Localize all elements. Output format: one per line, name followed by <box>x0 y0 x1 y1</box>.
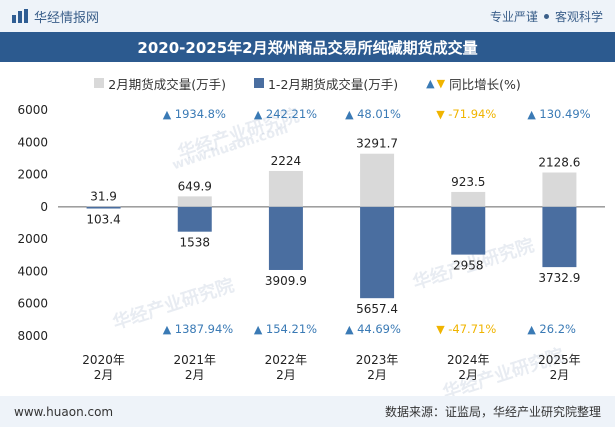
data-label-cumulative: 3909.9 <box>265 274 307 288</box>
x-tick-label: 2022年 <box>265 353 308 367</box>
growth-cumulative-label: 26.2% <box>539 322 576 336</box>
data-label-monthly: 649.9 <box>178 179 212 193</box>
growth-triangle-icon: ▲ ▼ <box>426 76 446 90</box>
x-tick-label: 2020年 <box>82 353 125 367</box>
chart-title: 2020-2025年2月郑州商品交易所纯碱期货成交量 <box>0 32 615 62</box>
legend-label-cumulative: 1-2月期货成交量(万手) <box>267 76 399 92</box>
growth-cumulative-label: 154.21% <box>266 322 317 336</box>
bar-cumulative <box>86 206 121 209</box>
y-tick-label: 2000 <box>17 232 48 246</box>
bar-monthly <box>360 153 395 207</box>
bar-cumulative <box>360 206 395 299</box>
growth-cumulative-arrow-icon: ▲ <box>527 323 536 336</box>
x-tick-label: 2月 <box>185 368 205 382</box>
growth-cumulative-arrow-icon: ▲ <box>163 323 172 336</box>
data-label-cumulative: 3732.9 <box>538 271 580 285</box>
x-tick-label: 2月 <box>458 368 478 382</box>
bar-monthly <box>86 206 121 207</box>
growth-label: 1934.8% <box>175 107 226 121</box>
growth-cumulative-label: -47.71% <box>448 322 496 336</box>
tagline-left: 专业严谨 <box>489 9 538 24</box>
x-tick-label: 2月 <box>550 368 570 382</box>
y-tick-label: 4000 <box>17 135 48 149</box>
x-tick-label: 2024年 <box>447 353 490 367</box>
growth-cumulative-arrow-icon: ▼ <box>436 323 445 336</box>
brand-logo-icon <box>12 9 28 23</box>
bar-monthly <box>268 170 303 207</box>
x-tick-label: 2月 <box>276 368 296 382</box>
growth-arrow-icon: ▲ <box>345 108 354 121</box>
x-tick-label: 2月 <box>367 368 387 382</box>
data-label-cumulative: 1538 <box>179 236 210 250</box>
bar-monthly <box>177 196 212 207</box>
growth-cumulative-label: 1387.94% <box>175 322 234 336</box>
y-tick-label: 8000 <box>17 329 48 343</box>
chart-canvas: 6000 4000 2000 0 2000 4000 6000 8000 31.9 103.4 20… <box>17 103 605 382</box>
data-label-monthly: 2128.6 <box>538 155 580 169</box>
growth-label: 48.01% <box>357 107 401 121</box>
bar-monthly <box>451 191 486 207</box>
data-label-monthly: 2224 <box>271 154 302 168</box>
legend-swatch-cumulative <box>253 78 264 88</box>
bar-cumulative <box>451 206 486 255</box>
dot-icon <box>543 13 549 19</box>
brand[interactable]: 华经情报网 <box>12 7 99 26</box>
bar-monthly <box>542 172 577 207</box>
legend-item-cumulative: 1-2月期货成交量(万手) <box>253 72 399 94</box>
y-tick-label: 6000 <box>17 103 48 117</box>
legend: 2月期货成交量(万手) 1-2月期货成交量(万手) ▲ ▼ 同比增长(%) <box>0 72 615 94</box>
bar-cumulative <box>268 206 303 270</box>
x-tick-label: 2月 <box>94 368 114 382</box>
data-label-cumulative: 5657.4 <box>356 302 398 316</box>
growth-label: 242.21% <box>266 107 317 121</box>
growth-arrow-icon: ▲ <box>527 108 536 121</box>
legend-swatch-monthly <box>94 78 105 88</box>
header-bar: 华经情报网 专业严谨 客观科学 <box>0 0 615 32</box>
x-tick-label: 2023年 <box>356 353 399 367</box>
data-label-cumulative: 2958 <box>453 259 484 273</box>
data-label-monthly: 3291.7 <box>356 137 398 151</box>
tagline-right: 客观科学 <box>554 9 603 24</box>
growth-cumulative-arrow-icon: ▲ <box>254 323 263 336</box>
growth-arrow-icon: ▼ <box>436 108 445 121</box>
data-label-cumulative: 103.4 <box>86 213 120 227</box>
bar-cumulative <box>177 206 212 232</box>
growth-arrow-icon: ▲ <box>163 108 172 121</box>
growth-cumulative-label: 44.69% <box>357 322 401 336</box>
x-tick-label: 2025年 <box>538 353 581 367</box>
y-tick-label: 4000 <box>17 264 48 278</box>
legend-label-growth: 同比增长(%) <box>449 76 521 92</box>
legend-item-growth: ▲ ▼ 同比增长(%) <box>426 72 521 94</box>
growth-arrow-icon: ▲ <box>254 108 263 121</box>
footer-website[interactable]: www.huaon.com <box>14 404 114 419</box>
data-label-monthly: 31.9 <box>90 189 117 203</box>
y-tick-label: 6000 <box>17 297 48 311</box>
y-tick-label: 2000 <box>17 168 48 182</box>
growth-label: 130.49% <box>539 107 590 121</box>
tagline: 专业严谨 客观科学 <box>490 8 603 25</box>
growth-cumulative-arrow-icon: ▲ <box>345 323 354 336</box>
legend-label-monthly: 2月期货成交量(万手) <box>108 76 226 92</box>
legend-item-monthly: 2月期货成交量(万手) <box>94 72 226 94</box>
footer: www.huaon.com 数据来源：证监局，华经产业研究院整理 <box>0 396 615 427</box>
bar-cumulative <box>542 206 577 268</box>
data-label-monthly: 923.5 <box>451 175 485 189</box>
footer-source: 数据来源：证监局，华经产业研究院整理 <box>384 405 601 419</box>
brand-name: 华经情报网 <box>34 10 100 26</box>
y-tick-label: 0 <box>40 200 48 214</box>
growth-label: -71.94% <box>448 107 496 121</box>
x-tick-label: 2021年 <box>173 353 216 367</box>
